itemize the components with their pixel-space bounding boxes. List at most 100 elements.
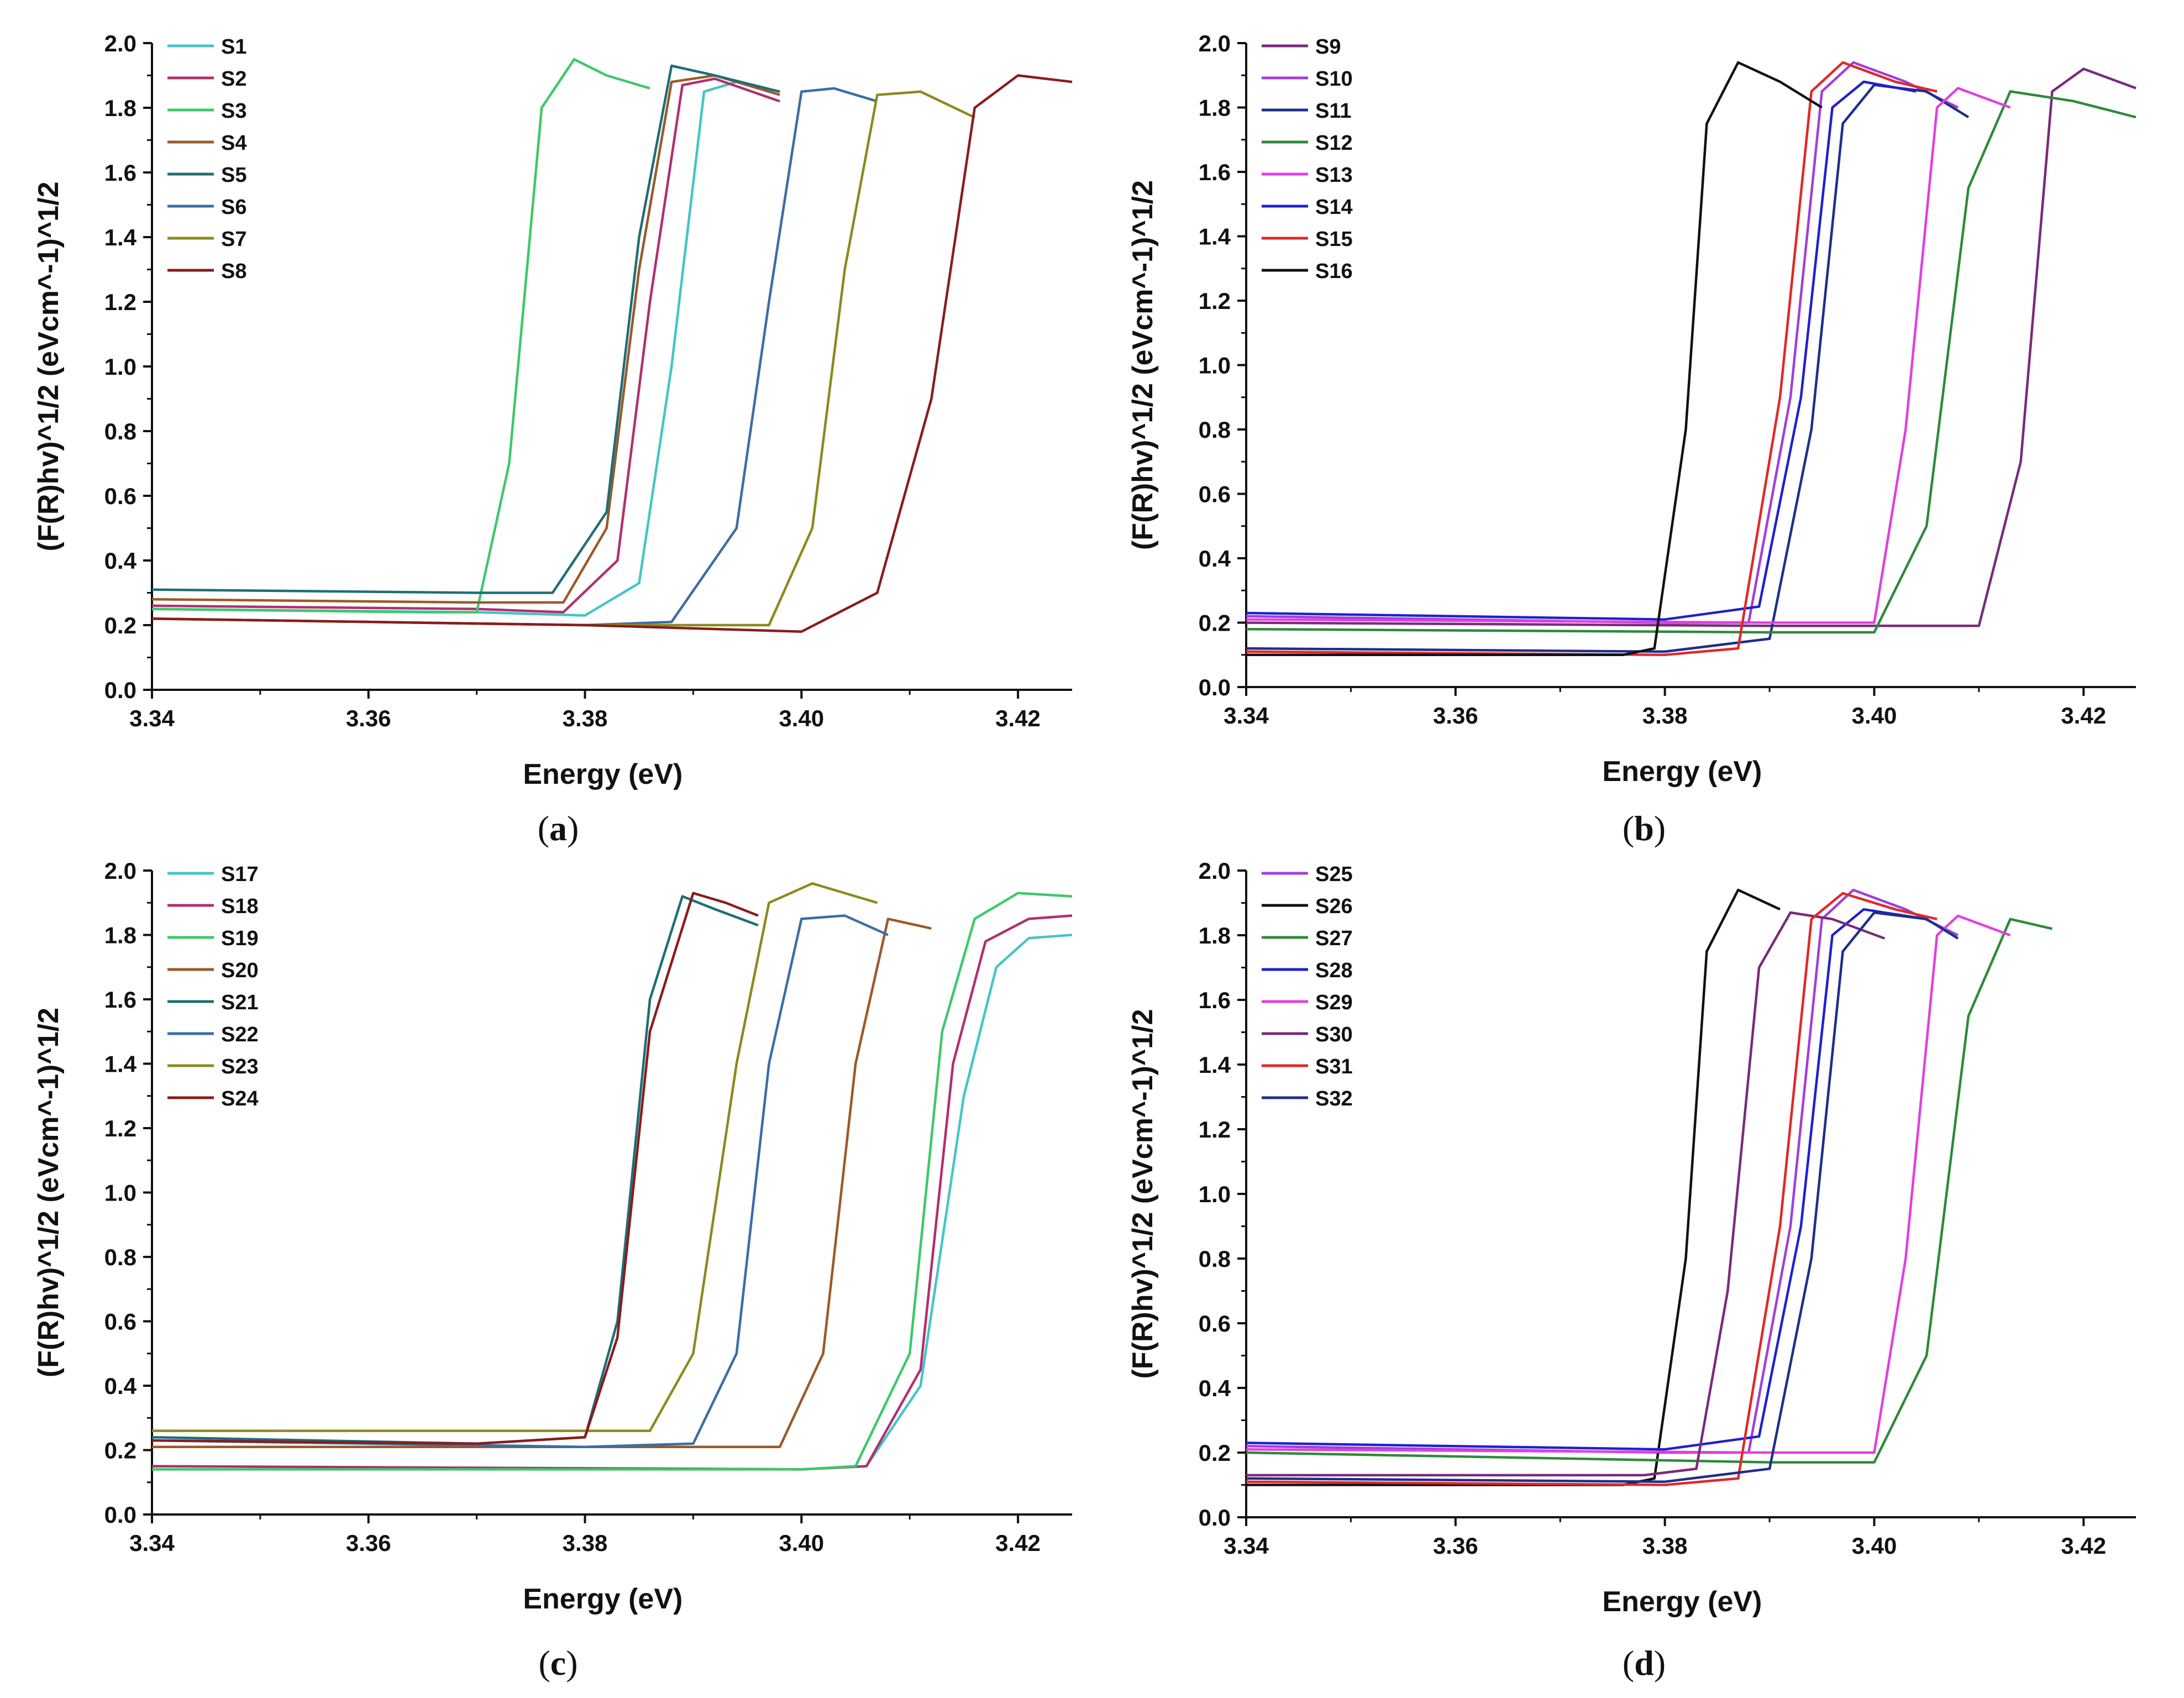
legend-label: S32 (1315, 1087, 1353, 1110)
series-line-s29 (1246, 914, 2011, 1454)
series-line-s6 (151, 87, 878, 627)
x-tick-label: 3.38 (1642, 1533, 1688, 1559)
y-tick-label: 1.4 (104, 1051, 137, 1077)
y-tick-label: 1.0 (1199, 353, 1231, 379)
series-line-s31 (1246, 892, 1938, 1486)
legend-label: S20 (221, 959, 259, 982)
x-tick-label: 3.42 (995, 1530, 1041, 1556)
legend-label: S8 (221, 260, 246, 283)
legend-label: S28 (1315, 959, 1353, 982)
series-line-s7 (151, 90, 975, 627)
x-axis-title: Energy (eV) (1602, 756, 1762, 788)
legend-label: S21 (221, 991, 259, 1014)
legend-label: S15 (1315, 228, 1353, 251)
y-tick-label: 1.6 (104, 160, 136, 186)
legend-label: S22 (221, 1023, 259, 1046)
series-line-s20 (152, 918, 932, 1448)
series-line-s27 (1246, 918, 2053, 1464)
series-line-s1 (151, 80, 780, 617)
y-tick-label: 0.6 (104, 483, 136, 509)
y-tick-label: 0.0 (1199, 1505, 1231, 1531)
x-tick-label: 3.36 (1433, 1533, 1478, 1559)
legend-label: S27 (1315, 927, 1353, 950)
legend-label: S13 (1315, 164, 1353, 187)
y-tick-label: 1.4 (1199, 224, 1231, 250)
panel-label: (b) (1623, 809, 1666, 848)
legend-label: S6 (221, 196, 246, 219)
series-line-s25 (1246, 888, 1959, 1454)
x-tick-label: 3.38 (1642, 703, 1688, 729)
x-tick-label: 3.36 (346, 705, 391, 731)
series-line-s4 (151, 74, 780, 604)
series-line-s17 (151, 934, 1073, 1471)
x-axis-title: Energy (eV) (523, 758, 683, 790)
series-line-s11 (1246, 83, 1970, 653)
y-axis-title: (F(R)hv)^1/2 (eVcm^-1)^1/2 (1127, 1009, 1159, 1379)
x-tick-label: 3.42 (995, 705, 1041, 731)
legend-label: S26 (1315, 895, 1353, 918)
y-tick-label: 0.8 (1199, 1246, 1231, 1272)
x-tick-label: 3.40 (1852, 703, 1897, 729)
series-line-s18 (151, 914, 1073, 1471)
legend-label: S9 (1315, 35, 1341, 59)
y-tick-label: 0.2 (1199, 1440, 1231, 1466)
legend-label: S25 (1315, 863, 1353, 886)
y-tick-label: 0.8 (104, 418, 136, 444)
series-line-s14 (1246, 80, 1917, 621)
x-tick-label: 3.40 (779, 705, 824, 731)
x-tick-label: 3.38 (563, 705, 608, 731)
series-line-s19 (152, 892, 1073, 1471)
x-tick-label: 3.40 (1852, 1533, 1897, 1559)
legend-label: S23 (221, 1055, 259, 1078)
series-line-s2 (151, 77, 780, 614)
series-line-s8 (151, 74, 1073, 633)
x-tick-label: 3.34 (1224, 703, 1269, 729)
y-tick-label: 0.2 (104, 1438, 136, 1464)
y-axis-title: (F(R)hv)^1/2 (eVcm^-1)^1/2 (33, 181, 65, 551)
x-tick-label: 3.34 (1224, 1533, 1269, 1559)
legend-label: S11 (1315, 99, 1352, 123)
panel-a: 3.34 3.36 3.38 3.40 3.42 0.0 0.2 0.4 0.6 0.8 1.0 1.… (33, 30, 1073, 848)
x-tick-label: 3.38 (563, 1530, 608, 1556)
x-tick-label: 3.42 (2061, 703, 2106, 729)
x-axis-title: Energy (eV) (523, 1583, 683, 1615)
y-tick-label: 1.4 (1199, 1052, 1231, 1078)
legend-label: S2 (221, 67, 246, 91)
legend-label: S29 (1315, 991, 1353, 1014)
series-line-s30 (1246, 911, 1886, 1477)
legend-label: S3 (221, 99, 246, 123)
y-tick-label: 0.4 (1199, 1375, 1231, 1401)
panel-letter: d (1634, 1643, 1654, 1683)
legend-label: S1 (221, 35, 246, 59)
x-tick-label: 3.36 (346, 1530, 391, 1556)
y-tick-label: 1.4 (104, 224, 137, 250)
y-tick-label: 2.0 (104, 30, 136, 56)
x-tick-label: 3.36 (1433, 703, 1478, 729)
legend-label: S7 (221, 228, 246, 251)
series-line-s23 (152, 882, 878, 1432)
panel-c: 3.34 3.36 3.38 3.40 3.42 0.0 0.2 0.4 0.6 0.8 1.0 1.… (33, 858, 1073, 1683)
y-tick-label: 1.8 (104, 923, 136, 948)
y-tick-label: 2.0 (1199, 858, 1231, 884)
legend-label: S4 (221, 132, 246, 155)
series-line-s22 (151, 914, 889, 1448)
legend-label: S30 (1315, 1023, 1353, 1046)
y-tick-label: 0.4 (1199, 546, 1231, 572)
y-tick-label: 0.0 (104, 677, 136, 703)
legend-label: S12 (1315, 132, 1353, 155)
legend-label: S18 (221, 895, 259, 918)
panel-label: (a) (538, 809, 579, 848)
series-line-s32 (1246, 911, 1959, 1483)
panel-label: (d) (1623, 1643, 1666, 1683)
series-line-s9 (1246, 67, 2136, 627)
series-line-s28 (1246, 908, 1927, 1451)
series-line-s3 (151, 58, 650, 614)
y-tick-label: 0.6 (1199, 1311, 1231, 1337)
y-tick-label: 1.0 (104, 354, 136, 380)
y-tick-label: 0.4 (104, 1373, 137, 1399)
y-tick-label: 2.0 (104, 858, 136, 884)
legend-label: S14 (1315, 196, 1353, 219)
y-tick-label: 2.0 (1199, 30, 1231, 56)
y-axis-title: (F(R)hv)^1/2 (eVcm^-1)^1/2 (33, 1008, 65, 1377)
